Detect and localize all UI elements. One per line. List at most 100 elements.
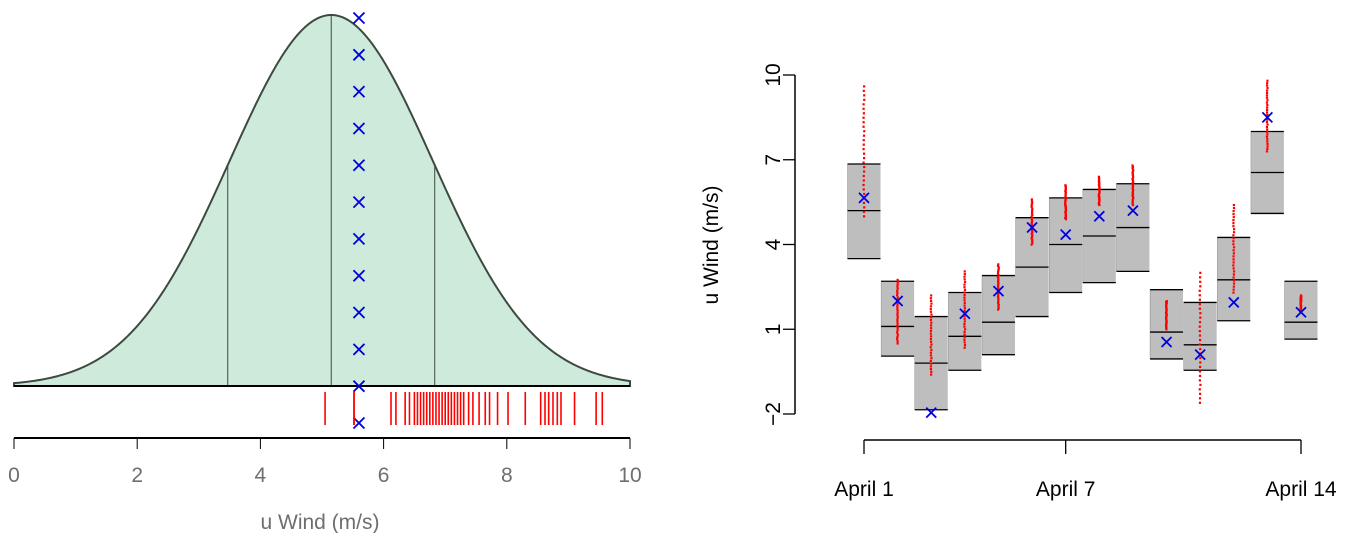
ensemble-point <box>963 286 966 289</box>
ensemble-point <box>1232 216 1235 219</box>
ensemble-point <box>963 280 967 284</box>
ensemble-point <box>1030 229 1034 232</box>
ensemble-point <box>1064 202 1067 206</box>
ensemble-point <box>997 283 1000 286</box>
observation-cross <box>858 192 870 204</box>
ensemble-point <box>1064 197 1068 200</box>
ensemble-point <box>862 143 865 146</box>
ensemble-point <box>1131 176 1135 179</box>
ensemble-point <box>929 299 933 303</box>
ensemble-point <box>1030 202 1033 206</box>
ensemble-point <box>1265 121 1269 124</box>
ensemble-point <box>1265 101 1269 104</box>
ensemble-point <box>1199 383 1202 386</box>
ensemble-point <box>896 305 899 308</box>
ensemble-point <box>1064 211 1067 214</box>
left-tick-label: 2 <box>131 464 143 487</box>
ensemble-point <box>963 341 966 344</box>
ensemble-point <box>896 294 899 297</box>
ensemble-point <box>1030 235 1034 238</box>
ensemble-point <box>963 294 966 297</box>
ensemble-point <box>929 346 932 349</box>
ensemble-point <box>862 107 865 110</box>
ensemble-point <box>1064 195 1067 199</box>
ensemble-point <box>862 121 865 124</box>
ensemble-point <box>1031 234 1034 237</box>
ensemble-point <box>863 170 866 173</box>
observation-cross <box>1295 306 1307 318</box>
ensemble-point <box>863 192 866 196</box>
ensemble-point <box>862 139 865 142</box>
ensemble-point <box>1232 237 1235 240</box>
ensemble-point <box>1031 217 1034 220</box>
ensemble-point <box>1131 187 1134 190</box>
ensemble-point <box>963 283 966 286</box>
ensemble-point <box>1030 215 1033 218</box>
left-density-panel: 0 2 4 6 8 10 u Wind (m/s) <box>8 11 642 533</box>
ensemble-point <box>896 329 899 332</box>
ensemble-point <box>1198 338 1202 342</box>
ensemble-point <box>862 174 865 178</box>
ensemble-point <box>1064 185 1067 188</box>
ensemble-point <box>929 305 933 308</box>
observation-cross <box>1093 210 1105 222</box>
observation-mark <box>352 195 366 209</box>
ensemble-point <box>896 281 899 284</box>
ensemble-point <box>929 327 933 330</box>
ensemble-point <box>963 304 966 307</box>
ensemble-point <box>929 297 933 300</box>
ensemble-point <box>896 318 899 321</box>
ensemble-point <box>1266 128 1269 131</box>
ensemble-column <box>996 263 1000 311</box>
ensemble-point <box>1265 91 1269 95</box>
ensemble-point <box>1031 241 1034 245</box>
ensemble-point <box>1232 282 1236 285</box>
ensemble-point <box>896 316 899 319</box>
ensemble-point <box>1232 228 1236 231</box>
ensemble-point <box>929 359 932 363</box>
ensemble-point <box>1232 209 1235 213</box>
ensemble-point <box>1064 213 1067 216</box>
ensemble-point <box>1064 208 1068 211</box>
ensemble-point <box>1232 258 1235 261</box>
ensemble-point <box>1266 106 1269 109</box>
ensemble-point <box>896 296 899 299</box>
ensemble-point <box>929 324 933 327</box>
ensemble-point <box>896 340 899 343</box>
ensemble-point <box>1198 365 1202 369</box>
left-tick-label: 8 <box>501 464 513 487</box>
right-tick-label: 10 <box>762 63 785 86</box>
ensemble-point <box>963 309 966 312</box>
ensemble-point <box>963 299 966 302</box>
ensemble-point <box>1064 191 1067 194</box>
ensemble-point <box>1131 186 1134 189</box>
ensemble-point <box>896 327 899 330</box>
ensemble-point <box>1131 198 1134 201</box>
ensemble-point <box>996 271 1000 274</box>
ensemble-point <box>930 294 933 297</box>
ensemble-point <box>1064 218 1068 221</box>
ensemble-point <box>1131 171 1134 174</box>
ensemble-point <box>930 302 933 305</box>
ensemble-point <box>896 285 899 288</box>
ensemble-point <box>1266 99 1269 102</box>
ensemble-point <box>996 264 1000 268</box>
ensemble-point <box>929 329 933 333</box>
ensemble-point <box>1199 316 1202 319</box>
ensemble-point <box>1064 214 1067 217</box>
ensemble-point <box>1199 285 1202 288</box>
ensemble-point <box>997 281 1000 285</box>
ensemble-point <box>896 307 899 310</box>
ensemble-point <box>1030 204 1033 207</box>
ensemble-point <box>1131 202 1134 205</box>
ensemble-point <box>996 275 1000 278</box>
ensemble-column <box>929 294 933 376</box>
ensemble-point <box>997 306 1000 310</box>
ensemble-point <box>963 315 966 318</box>
ensemble-point <box>997 286 1000 289</box>
ensemble-point <box>1266 147 1269 151</box>
ensemble-point <box>1031 207 1034 210</box>
ensemble-point <box>1131 199 1134 203</box>
ensemble-point <box>1198 325 1201 328</box>
ensemble-point <box>930 343 933 346</box>
